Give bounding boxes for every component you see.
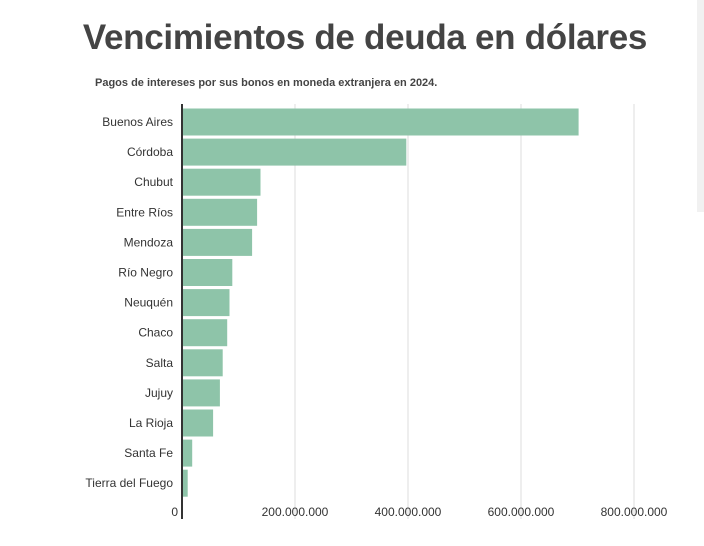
category-label: Mendoza xyxy=(124,235,174,249)
category-label: Chubut xyxy=(134,175,173,189)
category-label: Salta xyxy=(146,356,174,370)
x-tick-label: 600.000.000 xyxy=(488,505,555,519)
grid-lines xyxy=(294,104,635,519)
bar xyxy=(182,108,579,136)
bar xyxy=(182,228,253,256)
category-label: Río Negro xyxy=(118,266,173,280)
bar xyxy=(182,198,258,226)
category-label: Santa Fe xyxy=(124,446,173,460)
category-label: Buenos Aires xyxy=(102,115,173,129)
x-tick-label: 800.000.000 xyxy=(601,505,668,519)
chart-subtitle: Pagos de intereses por sus bonos en mone… xyxy=(95,77,438,89)
x-tick-label: 200.000.000 xyxy=(262,505,329,519)
x-tick-labels: 0 200.000.000 400.000.000 600.000.000 800.00… xyxy=(171,505,667,519)
category-labels: Buenos Aires Córdoba Chubut Entre Ríos Mendo… xyxy=(85,115,173,490)
category-label: La Rioja xyxy=(129,416,173,430)
bar xyxy=(182,319,228,347)
category-label: Entre Ríos xyxy=(116,205,173,219)
bar xyxy=(182,138,407,166)
bar xyxy=(182,259,233,286)
category-label: Tierra del Fuego xyxy=(85,476,173,490)
bar xyxy=(182,439,193,467)
x-tick-label: 0 xyxy=(171,505,178,519)
bar xyxy=(182,349,223,377)
category-label: Chaco xyxy=(138,326,173,340)
category-label: Neuquén xyxy=(124,296,173,310)
bar xyxy=(182,409,214,437)
bars xyxy=(182,108,579,497)
bar xyxy=(182,469,188,497)
category-label: Jujuy xyxy=(145,386,173,400)
bar xyxy=(182,168,261,196)
category-label: Córdoba xyxy=(127,145,173,159)
x-tick-label: 400.000.000 xyxy=(375,505,442,519)
chart-title: Vencimientos de deuda en dólares xyxy=(82,18,648,57)
bar xyxy=(182,379,220,407)
page-edge-shadow xyxy=(697,0,704,212)
bar xyxy=(182,289,230,317)
